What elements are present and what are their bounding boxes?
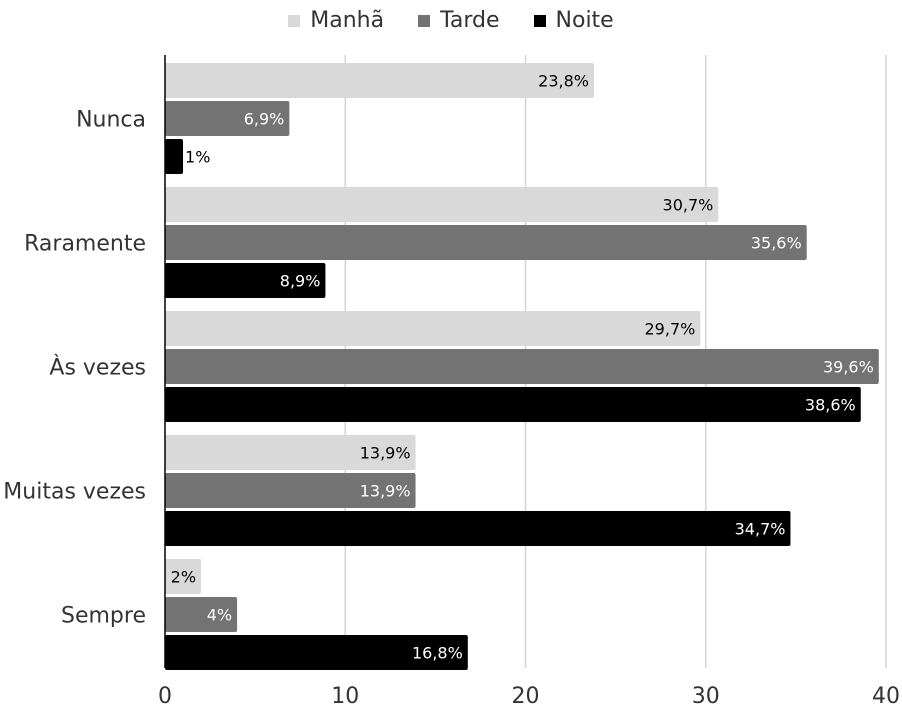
- bar-value-label: 35,6%: [751, 234, 802, 253]
- bar-value-label: 1%: [185, 148, 210, 167]
- bar-value-label: 23,8%: [538, 72, 589, 91]
- bar-value-label: 13,9%: [360, 444, 411, 463]
- legend-swatch-tarde: [418, 14, 431, 27]
- category-label: Sempre: [61, 604, 146, 629]
- x-tick-label: 40: [872, 684, 900, 709]
- bar: [165, 311, 701, 346]
- bar: [165, 473, 416, 508]
- bar-value-label: 13,9%: [360, 482, 411, 501]
- bar: [165, 263, 326, 298]
- bar-value-label: 8,9%: [280, 272, 321, 291]
- x-tick-label: 30: [692, 684, 720, 709]
- x-tick-label: 10: [331, 684, 359, 709]
- bar-value-label: 16,8%: [412, 644, 463, 663]
- legend-item-noite: Noite: [533, 8, 614, 33]
- legend-item-tarde: Tarde: [418, 8, 500, 33]
- legend-label-noite: Noite: [555, 8, 614, 33]
- bar: [165, 63, 594, 98]
- bar: [165, 187, 719, 222]
- legend: Manhã Tarde Noite: [0, 8, 902, 33]
- bar-value-label: 34,7%: [735, 520, 786, 539]
- bar-value-label: 2%: [171, 568, 196, 587]
- category-label: Nunca: [76, 108, 146, 133]
- bar: [165, 225, 807, 260]
- category-label: Às vezes: [49, 355, 146, 381]
- bar: [165, 139, 184, 174]
- legend-swatch-manha: [288, 14, 301, 27]
- category-label: Muitas vezes: [3, 480, 146, 505]
- bar: [165, 349, 879, 384]
- legend-swatch-noite: [533, 14, 546, 27]
- bar: [165, 101, 290, 136]
- bar-value-label: 38,6%: [805, 396, 856, 415]
- legend-item-manha: Manhã: [288, 8, 384, 33]
- bar-value-label: 6,9%: [244, 110, 285, 129]
- bar-value-label: 29,7%: [645, 320, 696, 339]
- bar: [165, 635, 468, 670]
- x-tick-label: 0: [158, 684, 172, 709]
- legend-label-tarde: Tarde: [440, 8, 500, 33]
- bar: [165, 387, 861, 422]
- bar-value-label: 39,6%: [823, 358, 874, 377]
- bar: [165, 597, 238, 632]
- bar: [165, 559, 202, 594]
- category-label: Raramente: [24, 232, 146, 257]
- x-tick-label: 20: [512, 684, 540, 709]
- bar-value-label: 4%: [207, 606, 232, 625]
- legend-label-manha: Manhã: [310, 8, 385, 33]
- bar-value-label: 30,7%: [663, 196, 714, 215]
- bar: [165, 435, 416, 470]
- bar: [165, 511, 791, 546]
